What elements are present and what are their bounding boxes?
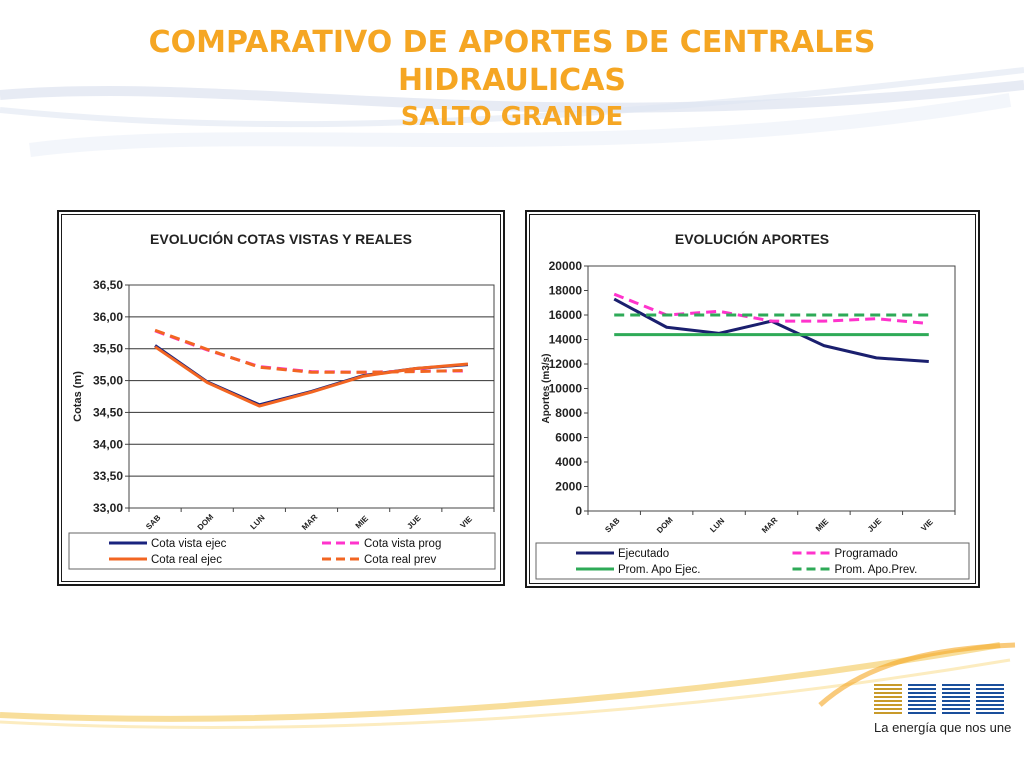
y-axis-label: Cotas (m) (72, 371, 84, 422)
x-tick-label: DOM (196, 512, 216, 532)
cotas-chart-panel: EVOLUCIÓN COTAS VISTAS Y REALES 33,00 33,5… (57, 210, 505, 586)
y-tick-label: 36,50 (93, 278, 123, 292)
y-tick-label: 36,00 (93, 310, 123, 324)
legend-label: Prom. Apo Ejec. (618, 564, 700, 576)
chart-title: EVOLUCIÓN COTAS VISTAS Y REALES (150, 230, 412, 247)
logo-text: UTE (913, 685, 965, 713)
series-line-3 (154, 345, 469, 408)
y-tick-label: 0 (575, 504, 582, 518)
legend-label: Prom. Apo.Prev. (835, 564, 918, 576)
page-title-line2: HIDRAULICAS (397, 63, 627, 98)
page-title-line1: COMPARATIVO DE APORTES DE CENTRALES (148, 25, 876, 60)
x-tick-label: MIE (354, 514, 371, 531)
x-tick-label: SAB (144, 513, 162, 531)
legend-label: Cota vista ejec (151, 538, 227, 550)
y-tick-label: 16000 (549, 308, 583, 322)
aportes-chart-panel: EVOLUCIÓN APORTES 0 2000 4000 6000 8000 10000 1… (525, 210, 980, 588)
y-axis-label: Aportes (m3/s) (541, 353, 552, 423)
legend-box (535, 542, 970, 580)
y-tick-label: 18000 (549, 284, 583, 298)
y-tick-label: 34,00 (93, 437, 123, 451)
cotas-chart: EVOLUCIÓN COTAS VISTAS Y REALES 33,00 33,5… (68, 230, 496, 570)
legend-label: Cota real prev (364, 554, 436, 566)
x-tick-label: DOM (655, 515, 675, 535)
legend-box (68, 532, 496, 570)
x-tick-label: JUE (405, 513, 423, 531)
page-title-block: COMPARATIVO DE APORTES DE CENTRALES HIDR… (0, 24, 1024, 134)
y-tick-label: 20000 (549, 259, 583, 273)
x-tick-label: JUE (866, 516, 884, 534)
y-tick-label: 12000 (549, 357, 583, 371)
legend-label: Ejecutado (618, 548, 669, 560)
y-tick-label: 33,50 (93, 469, 123, 483)
y-tick-label: 35,00 (93, 374, 123, 388)
brand-tagline: La energía que nos une (874, 720, 1012, 735)
series-line-4 (154, 328, 468, 374)
y-tick-label: 10000 (549, 382, 583, 396)
aportes-chart: EVOLUCIÓN APORTES 0 2000 4000 6000 8000 10000 1… (535, 230, 970, 580)
y-tick-label: 2000 (555, 480, 582, 494)
legend-label: Cota real ejec (151, 554, 222, 566)
x-tick-label: SAB (603, 516, 621, 534)
x-tick-label: LUN (708, 516, 726, 534)
y-tick-label: 6000 (555, 431, 582, 445)
page-subtitle: SALTO GRANDE (400, 102, 624, 132)
y-tick-label: 4000 (555, 455, 582, 469)
x-tick-label: MAR (300, 512, 319, 531)
legend-label: Programado (835, 548, 898, 560)
x-tick-label: MIE (814, 517, 831, 534)
ute-logo: UTE (874, 684, 1004, 714)
x-tick-label: MAR (760, 515, 779, 534)
x-tick-label: VIE (919, 517, 935, 533)
legend-label: Cota vista prog (364, 538, 441, 550)
chart-title: EVOLUCIÓN APORTES (675, 230, 829, 247)
y-tick-label: 14000 (549, 333, 583, 347)
plot-area (128, 284, 495, 509)
x-tick-label: VIE (458, 514, 474, 530)
y-tick-label: 8000 (555, 406, 582, 420)
y-tick-label: 33,00 (93, 501, 123, 515)
y-tick-label: 34,50 (93, 405, 123, 419)
y-tick-label: 35,50 (93, 342, 123, 356)
x-tick-label: LUN (249, 513, 267, 531)
plot-area (587, 265, 956, 512)
